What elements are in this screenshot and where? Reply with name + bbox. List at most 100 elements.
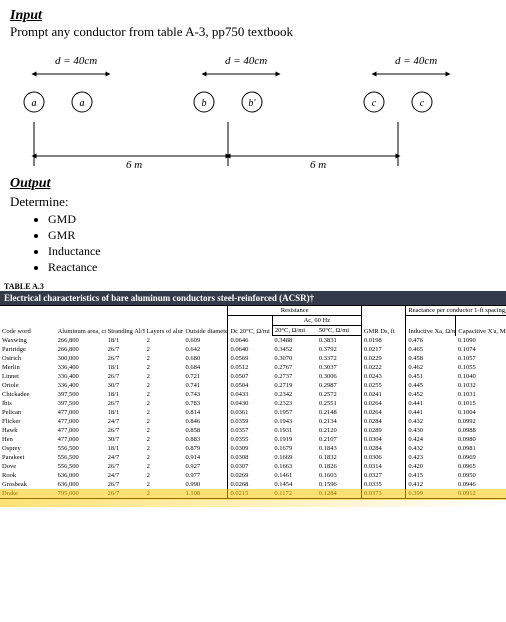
cell: 477,000 <box>56 408 106 417</box>
cell: Hawk <box>0 426 56 435</box>
cell: 2 <box>145 408 184 417</box>
cell: 2 <box>145 363 184 372</box>
cell: 0.642 <box>183 345 227 354</box>
cell: 0.1663 <box>272 462 316 471</box>
table-row: Merlin336,40018/120.6840.05120.27670.303… <box>0 363 506 372</box>
cell: 0.3070 <box>272 354 316 363</box>
table-row: Osprey556,50018/120.8790.03090.16790.184… <box>0 444 506 453</box>
highlight-fade <box>0 500 506 507</box>
cell: 336,400 <box>56 381 106 390</box>
cell: 2 <box>145 399 184 408</box>
table-row: Dove556,50026/720.9270.03070.16630.18260… <box>0 462 506 471</box>
cell: 26/7 <box>106 372 145 381</box>
cell: 26/7 <box>106 426 145 435</box>
cell: 0.2107 <box>317 435 361 444</box>
cell: 0.0264 <box>361 399 405 408</box>
cell: 0.879 <box>183 444 227 453</box>
cell: 0.465 <box>406 345 456 354</box>
cell: 0.0243 <box>361 372 405 381</box>
cell: 0.1454 <box>272 480 316 489</box>
cell: 26/7 <box>106 462 145 471</box>
cell: 0.2551 <box>317 399 361 408</box>
d-label-b: d = 40cm <box>225 55 267 67</box>
cell: 1.108 <box>183 489 227 498</box>
cell: 0.2987 <box>317 381 361 390</box>
cell: 0.1603 <box>317 471 361 480</box>
cell: 0.3037 <box>317 363 361 372</box>
cell: 0.2737 <box>272 372 316 381</box>
cell: 24/7 <box>106 453 145 462</box>
cell: Ostrich <box>0 354 56 363</box>
cell: 266,800 <box>56 345 106 354</box>
hdr-layers: Layers of aluminum <box>145 306 184 336</box>
cell: Rook <box>0 471 56 480</box>
cell: Partridge <box>0 345 56 354</box>
cell: 0.0222 <box>361 363 405 372</box>
cell: 2 <box>145 480 184 489</box>
cell: 0.609 <box>183 336 227 346</box>
cell: 2 <box>145 444 184 453</box>
cell: 336,400 <box>56 363 106 372</box>
span-label-2: 6 m <box>310 159 326 171</box>
cell: 0.684 <box>183 363 227 372</box>
cell: 0.2719 <box>272 381 316 390</box>
table-row: Parakeet556,50024/720.9140.03080.16690.1… <box>0 453 506 462</box>
cell: 0.0504 <box>228 381 272 390</box>
acsr-table: Code word Aluminum area, cmil Stranding … <box>0 305 506 499</box>
cell: 0.1284 <box>317 489 361 498</box>
cell: 477,000 <box>56 417 106 426</box>
node-c2: c <box>420 98 425 109</box>
bullet-reactance: Reactance <box>48 260 496 275</box>
cell: 477,000 <box>56 435 106 444</box>
cell: 30/7 <box>106 381 145 390</box>
cell: 0.415 <box>406 471 456 480</box>
cell: Osprey <box>0 444 56 453</box>
cell: 556,500 <box>56 453 106 462</box>
cell: Chickadee <box>0 390 56 399</box>
cell: 636,000 <box>56 471 106 480</box>
d-label-c: d = 40cm <box>395 55 437 67</box>
cell: 2 <box>145 381 184 390</box>
cell: Linnet <box>0 372 56 381</box>
cell: 0.0198 <box>361 336 405 346</box>
cell: 795,000 <box>56 489 106 498</box>
cell: 300,000 <box>56 354 106 363</box>
cell: 0.3488 <box>272 336 316 346</box>
cell: 0.0255 <box>361 381 405 390</box>
prompt-text: Prompt any conductor from table A-3, pp7… <box>10 24 496 40</box>
cell: 0.0507 <box>228 372 272 381</box>
table-row: Hen477,00030/720.8830.03550.19190.21070.… <box>0 435 506 444</box>
node-a1: a <box>32 98 37 109</box>
bullet-gmd: GMD <box>48 212 496 227</box>
cell: 2 <box>145 345 184 354</box>
cell: 0.0241 <box>361 390 405 399</box>
cell: 0.1172 <box>272 489 316 498</box>
cell: 0.1055 <box>456 363 506 372</box>
cell: 26/7 <box>106 354 145 363</box>
cell: 0.883 <box>183 435 227 444</box>
cell: 0.2342 <box>272 390 316 399</box>
cell: 0.814 <box>183 408 227 417</box>
cell: 0.441 <box>406 399 456 408</box>
cell: 0.0304 <box>361 435 405 444</box>
cell: 0.0308 <box>228 453 272 462</box>
cell: 0.0373 <box>361 489 405 498</box>
table-row: Grosbeak636,00026/720.9900.02680.14540.1… <box>0 480 506 489</box>
cell: 2 <box>145 453 184 462</box>
cell: 0.412 <box>406 480 456 489</box>
cell: 26/7 <box>106 345 145 354</box>
table-row: Oriole336,40030/720.7410.05040.27190.298… <box>0 381 506 390</box>
cell: 0.1679 <box>272 444 316 453</box>
table-row: Rook636,00024/720.9770.02690.14610.16030… <box>0 471 506 480</box>
cell: 0.0912 <box>456 489 506 498</box>
cell: 0.680 <box>183 354 227 363</box>
cell: 0.721 <box>183 372 227 381</box>
hdr-od: Outside diameter, in <box>183 306 227 336</box>
cell: 0.2120 <box>317 426 361 435</box>
cell: 0.0981 <box>456 444 506 453</box>
cell: 2 <box>145 426 184 435</box>
table-row: Ostrich300,00026/720.6800.05690.30700.33… <box>0 354 506 363</box>
cell: 0.1957 <box>272 408 316 417</box>
hdr-al: Aluminum area, cmil <box>56 306 106 336</box>
input-heading: Input <box>10 8 496 24</box>
